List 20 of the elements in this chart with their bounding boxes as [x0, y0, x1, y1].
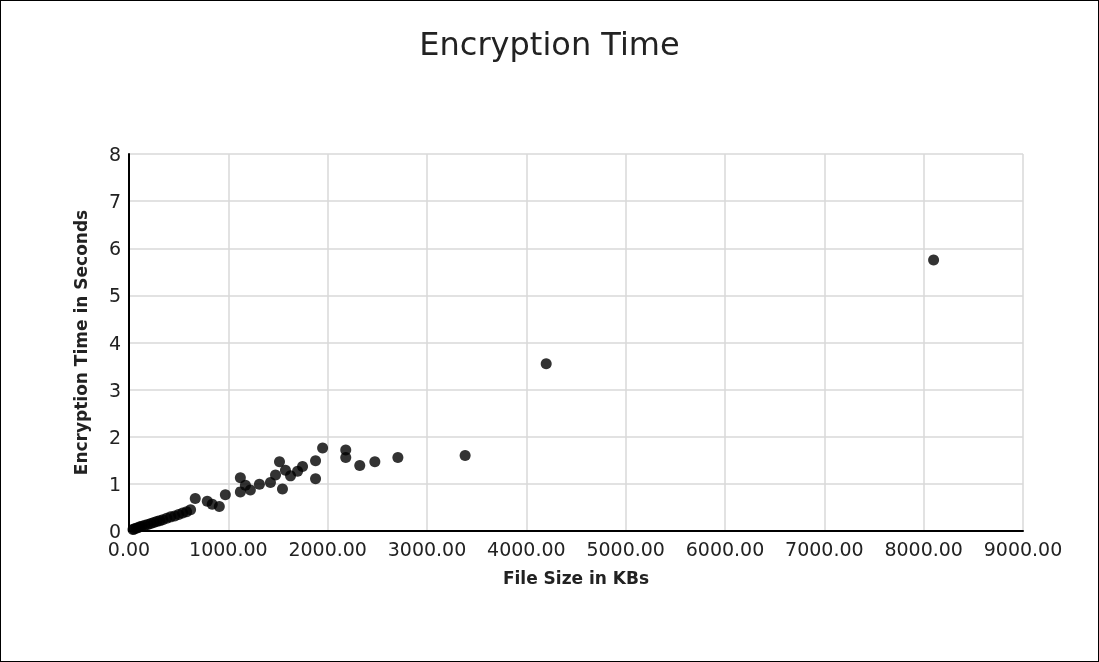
x-tick-label: 3000.00 — [387, 537, 467, 560]
x-tick-label: 2000.00 — [288, 537, 367, 560]
chart-title: Encryption Time — [419, 25, 680, 63]
y-tick-label: 4 — [108, 331, 121, 354]
y-tick-label: 1 — [108, 472, 121, 495]
x-tick-label: 7000.00 — [785, 537, 864, 560]
x-tick-label: 1000.00 — [189, 537, 268, 560]
y-tick-label: 3 — [108, 378, 121, 401]
y-tick-label: 5 — [108, 284, 121, 307]
y-tick-label: 8 — [108, 143, 121, 165]
y-axis-title: Encryption Time in Seconds — [70, 209, 91, 476]
x-tick-label: 9000.00 — [983, 537, 1063, 560]
x-tick-label: 5000.00 — [586, 537, 665, 560]
x-tick-label: 4000.00 — [487, 537, 566, 560]
x-tick-label: 8000.00 — [884, 537, 963, 560]
y-tick-label: 7 — [108, 190, 121, 213]
y-tick-label: 2 — [108, 425, 121, 448]
y-tick-label: 6 — [108, 237, 121, 260]
x-tick-label: 6000.00 — [685, 537, 765, 560]
x-axis-title: File Size in KBs — [502, 567, 650, 588]
